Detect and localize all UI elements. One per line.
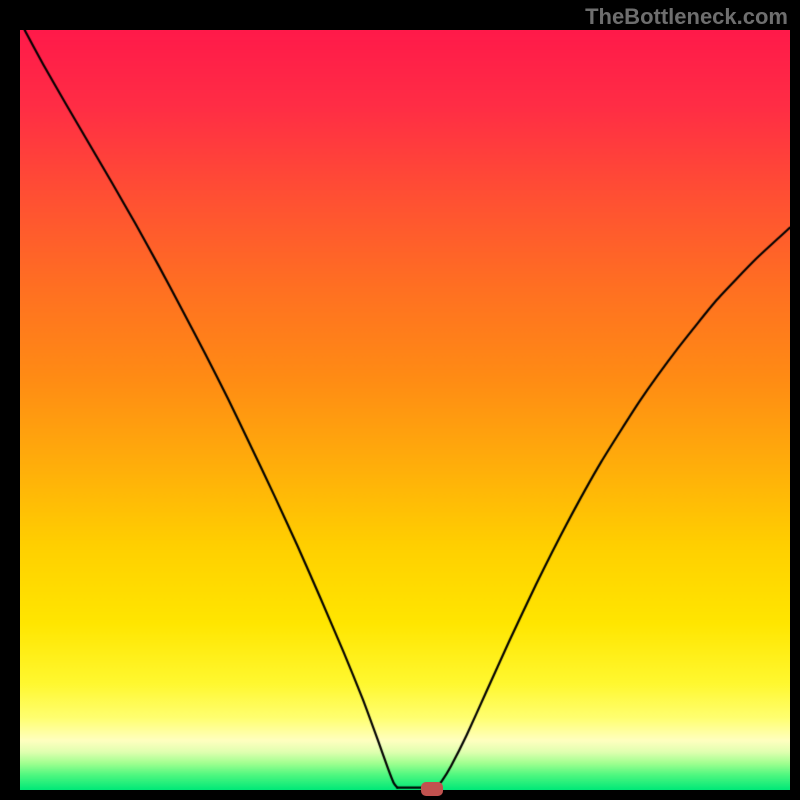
bottleneck-marker bbox=[421, 782, 443, 796]
watermark-text: TheBottleneck.com bbox=[585, 4, 788, 30]
chart-container bbox=[20, 30, 790, 790]
bottleneck-curve bbox=[20, 30, 790, 790]
